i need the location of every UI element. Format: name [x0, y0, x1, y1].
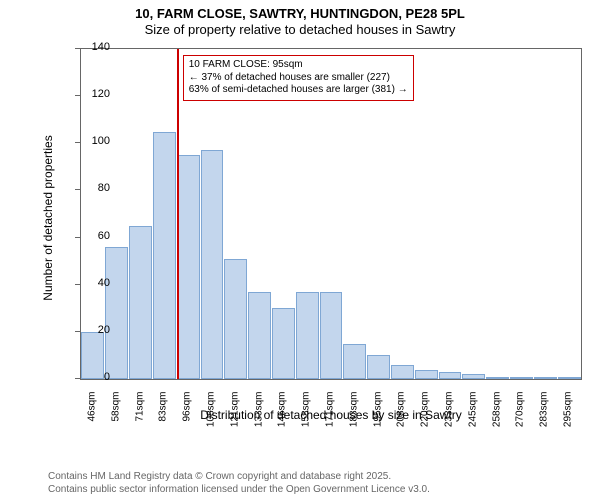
histogram-bar: [558, 377, 581, 379]
histogram-bar: [343, 344, 366, 379]
histogram-bar: [391, 365, 414, 379]
histogram-bar: [153, 132, 176, 380]
y-tick-label: 20: [80, 324, 110, 336]
histogram-bar: [105, 247, 128, 379]
histogram-bar: [296, 292, 319, 379]
chart-title-2: Size of property relative to detached ho…: [0, 22, 600, 37]
marker-annotation: 10 FARM CLOSE: 95sqm← 37% of detached ho…: [183, 55, 414, 101]
histogram-bar: [248, 292, 271, 379]
y-tick-label: 0: [80, 371, 110, 383]
histogram-bar: [177, 155, 200, 379]
y-axis-label: Number of detached properties: [41, 135, 55, 300]
footer-line-2: Contains public sector information licen…: [48, 484, 430, 497]
histogram-bar: [224, 259, 247, 379]
chart-area: Number of detached properties 10 FARM CL…: [48, 48, 582, 418]
y-tick-label: 100: [80, 135, 110, 147]
histogram-bar: [320, 292, 343, 379]
histogram-bar: [272, 308, 295, 379]
y-tick-label: 80: [80, 182, 110, 194]
histogram-bar: [510, 377, 533, 379]
y-tick-label: 120: [80, 88, 110, 100]
histogram-bar: [462, 374, 485, 379]
footer-attribution: Contains HM Land Registry data © Crown c…: [48, 471, 430, 496]
histogram-bar: [129, 226, 152, 379]
plot-area: 10 FARM CLOSE: 95sqm← 37% of detached ho…: [80, 48, 582, 380]
x-axis-label: Distribution of detached houses by size …: [80, 408, 582, 422]
histogram-bar: [367, 355, 390, 379]
histogram-bar: [201, 150, 224, 379]
footer-line-1: Contains HM Land Registry data © Crown c…: [48, 471, 430, 484]
y-tick-label: 40: [80, 277, 110, 289]
y-tick-label: 140: [80, 41, 110, 53]
chart-title-1: 10, FARM CLOSE, SAWTRY, HUNTINGDON, PE28…: [0, 6, 600, 21]
y-tick-label: 60: [80, 230, 110, 242]
histogram-bar: [486, 377, 509, 379]
histogram-bar: [534, 377, 557, 379]
histogram-bar: [439, 372, 462, 379]
histogram-bar: [415, 370, 438, 379]
marker-line: [177, 49, 179, 379]
